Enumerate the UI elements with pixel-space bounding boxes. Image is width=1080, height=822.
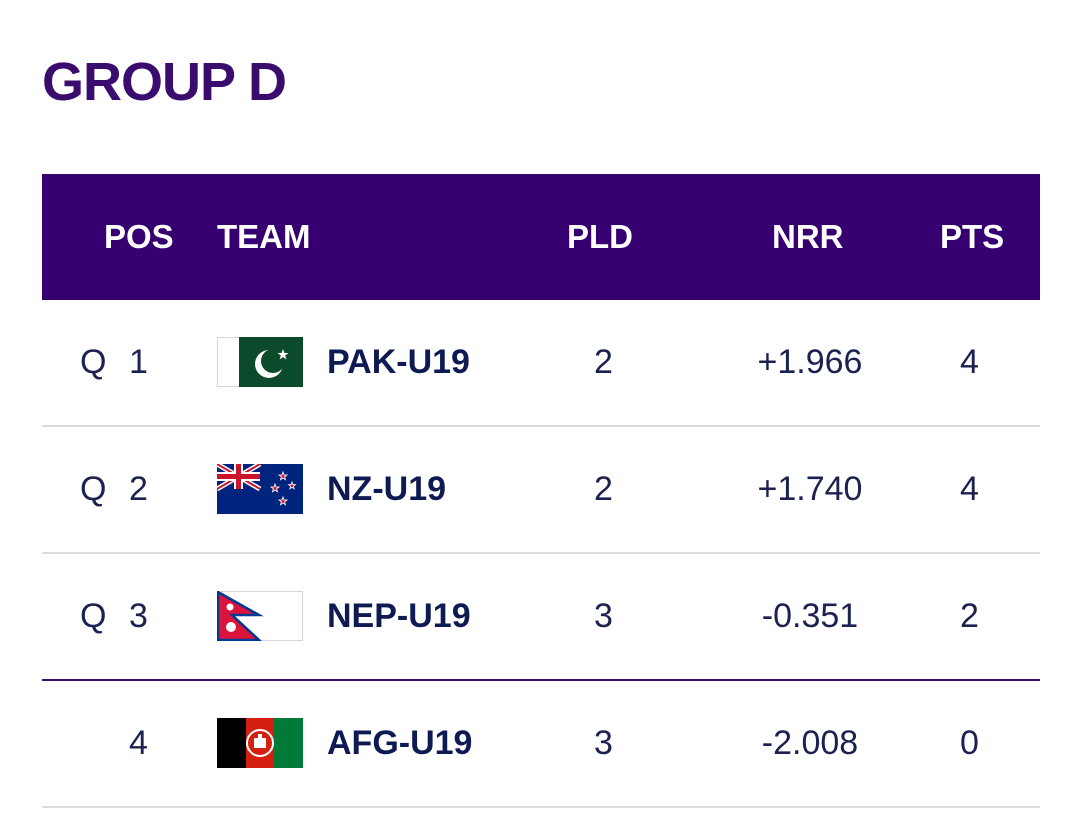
group-title: GROUP D <box>42 52 287 112</box>
qualified-marker: Q <box>80 470 107 508</box>
team-name[interactable]: NEP-U19 <box>327 597 471 635</box>
net-run-rate: +1.966 <box>757 343 863 381</box>
points: 0 <box>960 724 979 762</box>
header-pts: PTS <box>940 218 1005 255</box>
header-nrr: NRR <box>772 218 844 255</box>
qualified-marker: Q <box>80 597 107 635</box>
position: 2 <box>129 470 148 508</box>
pakistan-flag-icon <box>217 337 303 387</box>
nepal-flag-icon <box>217 591 303 641</box>
table-row[interactable]: Q 1 PAK-U19 2 +1.966 4 <box>42 300 1040 427</box>
table-row[interactable]: Q 2 <box>42 427 1040 554</box>
qualified-marker: Q <box>80 343 107 381</box>
position: 1 <box>129 343 148 381</box>
header-pld: PLD <box>567 218 633 255</box>
points: 4 <box>960 470 979 508</box>
team-name[interactable]: PAK-U19 <box>327 343 470 381</box>
new-zealand-flag-icon <box>217 464 303 514</box>
net-run-rate: -2.008 <box>761 724 859 762</box>
table-row[interactable]: 4 AFG-U19 3 -2.008 0 <box>42 681 1040 808</box>
position: 3 <box>129 597 148 635</box>
header-pos: POS <box>104 218 174 255</box>
team-name[interactable]: NZ-U19 <box>327 470 447 508</box>
table-row[interactable]: Q 3 NEP-U19 3 -0.351 2 <box>42 554 1040 681</box>
afghanistan-flag-icon <box>217 718 303 768</box>
standings-table: POS TEAM PLD NRR PTS Q 1 PAK-U19 2 +1.96… <box>42 174 1040 808</box>
net-run-rate: -0.351 <box>761 597 859 635</box>
header-team: TEAM <box>217 218 311 255</box>
points: 4 <box>960 343 979 381</box>
points: 2 <box>960 597 979 635</box>
net-run-rate: +1.740 <box>757 470 863 508</box>
played: 2 <box>594 343 613 381</box>
position: 4 <box>129 724 148 762</box>
played: 3 <box>594 597 613 635</box>
played: 3 <box>594 724 613 762</box>
team-name[interactable]: AFG-U19 <box>327 724 473 762</box>
table-header: POS TEAM PLD NRR PTS <box>42 174 1040 300</box>
played: 2 <box>594 470 613 508</box>
